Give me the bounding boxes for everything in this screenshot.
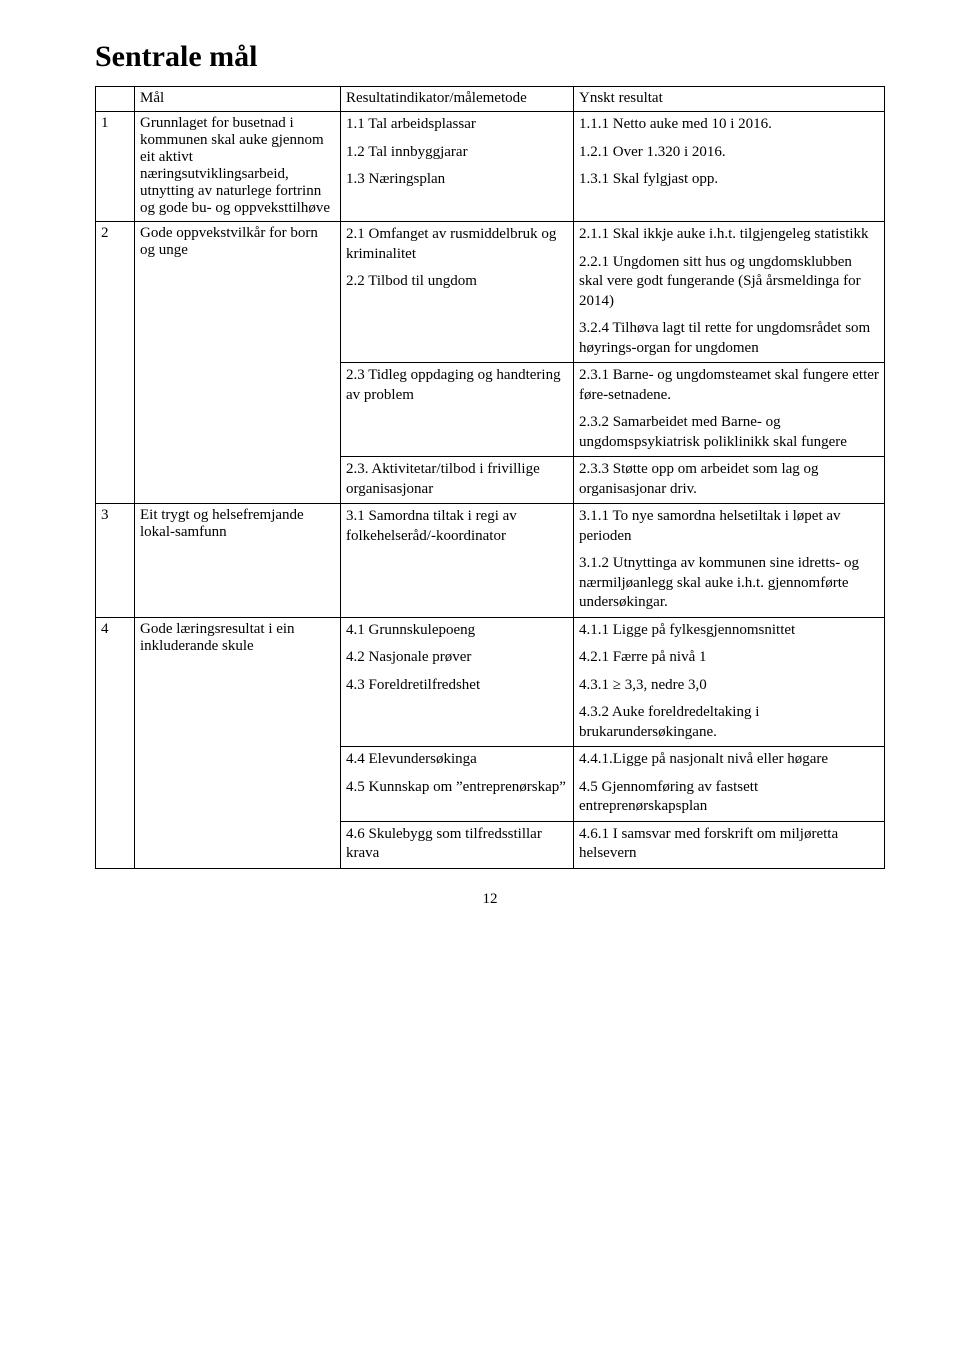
- result-text: 4.5 Gjennomføring av fastsett entreprenø…: [579, 778, 879, 817]
- row-results: 3.1.1 To nye samordna helsetiltak i løpe…: [574, 504, 885, 618]
- main-table: Mål Resultatindikator/målemetode Ynskt r…: [95, 86, 885, 869]
- row-indicators: 1.1 Tal arbeidsplassar 1.2 Tal innbyggja…: [341, 112, 574, 222]
- result-text: 2.3.3 Støtte opp om arbeidet som lag og …: [579, 460, 879, 499]
- header-col-goal: Mål: [135, 87, 341, 112]
- row-goal: Gode læringsresultat i ein inkluderande …: [135, 617, 341, 868]
- result-text: 2.1.1 Skal ikkje auke i.h.t. tilgjengele…: [579, 225, 879, 245]
- row-indicators: 2.3 Tidleg oppdaging og handtering av pr…: [341, 363, 574, 457]
- indicator-text: 2.3. Aktivitetar/tilbod i frivillige org…: [346, 460, 568, 499]
- indicator-text: 4.5 Kunnskap om ”entreprenørskap”: [346, 778, 568, 798]
- result-text: 4.2.1 Færre på nivå 1: [579, 648, 879, 668]
- row-results: 4.1.1 Ligge på fylkesgjennomsnittet 4.2.…: [574, 617, 885, 747]
- result-text: 3.1.2 Utnyttinga av kommunen sine idrett…: [579, 554, 879, 613]
- page: Sentrale mål Mål Resultatindikator/målem…: [0, 0, 960, 938]
- indicator-text: 2.1 Omfanget av rusmiddelbruk og krimina…: [346, 225, 568, 264]
- table-row: 2 Gode oppvekstvilkår for born og unge 2…: [96, 222, 885, 363]
- row-num: 4: [96, 617, 135, 868]
- result-text: 1.3.1 Skal fylgjast opp.: [579, 170, 879, 190]
- table-row: 1 Grunnlaget for busetnad i kommunen ska…: [96, 112, 885, 222]
- row-indicators: 3.1 Samordna tiltak i regi av folkehelse…: [341, 504, 574, 618]
- row-indicators: 2.3. Aktivitetar/tilbod i frivillige org…: [341, 457, 574, 504]
- row-goal: Grunnlaget for busetnad i kommunen skal …: [135, 112, 341, 222]
- indicator-text: 4.4 Elevundersøkinga: [346, 750, 568, 770]
- row-num: 3: [96, 504, 135, 618]
- indicator-text: 4.6 Skulebygg som tilfredsstillar krava: [346, 825, 568, 864]
- header-col-num: [96, 87, 135, 112]
- result-text: 3.1.1 To nye samordna helsetiltak i løpe…: [579, 507, 879, 546]
- result-text: 4.3.1 ≥ 3,3, nedre 3,0: [579, 676, 879, 696]
- row-results: 1.1.1 Netto auke med 10 i 2016. 1.2.1 Ov…: [574, 112, 885, 222]
- row-results: 4.4.1.Ligge på nasjonalt nivå eller høga…: [574, 747, 885, 822]
- row-results: 2.3.1 Barne- og ungdomsteamet skal funge…: [574, 363, 885, 457]
- row-num: 2: [96, 222, 135, 504]
- row-indicators: 4.4 Elevundersøkinga 4.5 Kunnskap om ”en…: [341, 747, 574, 822]
- row-indicators: 4.1 Grunnskulepoeng 4.2 Nasjonale prøver…: [341, 617, 574, 747]
- table-row: 3 Eit trygt og helsefremjande lokal-samf…: [96, 504, 885, 618]
- indicator-text: 1.1 Tal arbeidsplassar: [346, 115, 568, 135]
- row-goal: Gode oppvekstvilkår for born og unge: [135, 222, 341, 504]
- table-header-row: Mål Resultatindikator/målemetode Ynskt r…: [96, 87, 885, 112]
- result-text: 4.4.1.Ligge på nasjonalt nivå eller høga…: [579, 750, 879, 770]
- result-text: 2.2.1 Ungdomen sitt hus og ungdomsklubbe…: [579, 253, 879, 312]
- result-text: 4.6.1 I samsvar med forskrift om miljøre…: [579, 825, 879, 864]
- indicator-text: 2.3 Tidleg oppdaging og handtering av pr…: [346, 366, 568, 405]
- indicator-text: 1.3 Næringsplan: [346, 170, 568, 190]
- result-text: 2.3.2 Samarbeidet med Barne- og ungdomsp…: [579, 413, 879, 452]
- result-text: 1.2.1 Over 1.320 i 2016.: [579, 143, 879, 163]
- result-text: 1.1.1 Netto auke med 10 i 2016.: [579, 115, 879, 135]
- row-indicators: 2.1 Omfanget av rusmiddelbruk og krimina…: [341, 222, 574, 363]
- indicator-text: 4.1 Grunnskulepoeng: [346, 621, 568, 641]
- result-text: 4.1.1 Ligge på fylkesgjennomsnittet: [579, 621, 879, 641]
- row-results: 2.1.1 Skal ikkje auke i.h.t. tilgjengele…: [574, 222, 885, 363]
- row-num: 1: [96, 112, 135, 222]
- indicator-text: 1.2 Tal innbyggjarar: [346, 143, 568, 163]
- table-row: 4 Gode læringsresultat i ein inkluderand…: [96, 617, 885, 747]
- row-results: 4.6.1 I samsvar med forskrift om miljøre…: [574, 821, 885, 868]
- indicator-text: 2.2 Tilbod til ungdom: [346, 272, 568, 292]
- row-goal: Eit trygt og helsefremjande lokal-samfun…: [135, 504, 341, 618]
- indicator-text: 4.3 Foreldretilfredshet: [346, 676, 568, 696]
- page-number: 12: [95, 891, 885, 908]
- header-col-indicator: Resultatindikator/målemetode: [341, 87, 574, 112]
- indicator-text: 4.2 Nasjonale prøver: [346, 648, 568, 668]
- result-text: 3.2.4 Tilhøva lagt til rette for ungdoms…: [579, 319, 879, 358]
- result-text: 2.3.1 Barne- og ungdomsteamet skal funge…: [579, 366, 879, 405]
- header-col-result: Ynskt resultat: [574, 87, 885, 112]
- indicator-text: 3.1 Samordna tiltak i regi av folkehelse…: [346, 507, 568, 546]
- page-title: Sentrale mål: [95, 40, 885, 74]
- result-text: 4.3.2 Auke foreldredeltaking i brukarund…: [579, 703, 879, 742]
- row-indicators: 4.6 Skulebygg som tilfredsstillar krava: [341, 821, 574, 868]
- row-results: 2.3.3 Støtte opp om arbeidet som lag og …: [574, 457, 885, 504]
